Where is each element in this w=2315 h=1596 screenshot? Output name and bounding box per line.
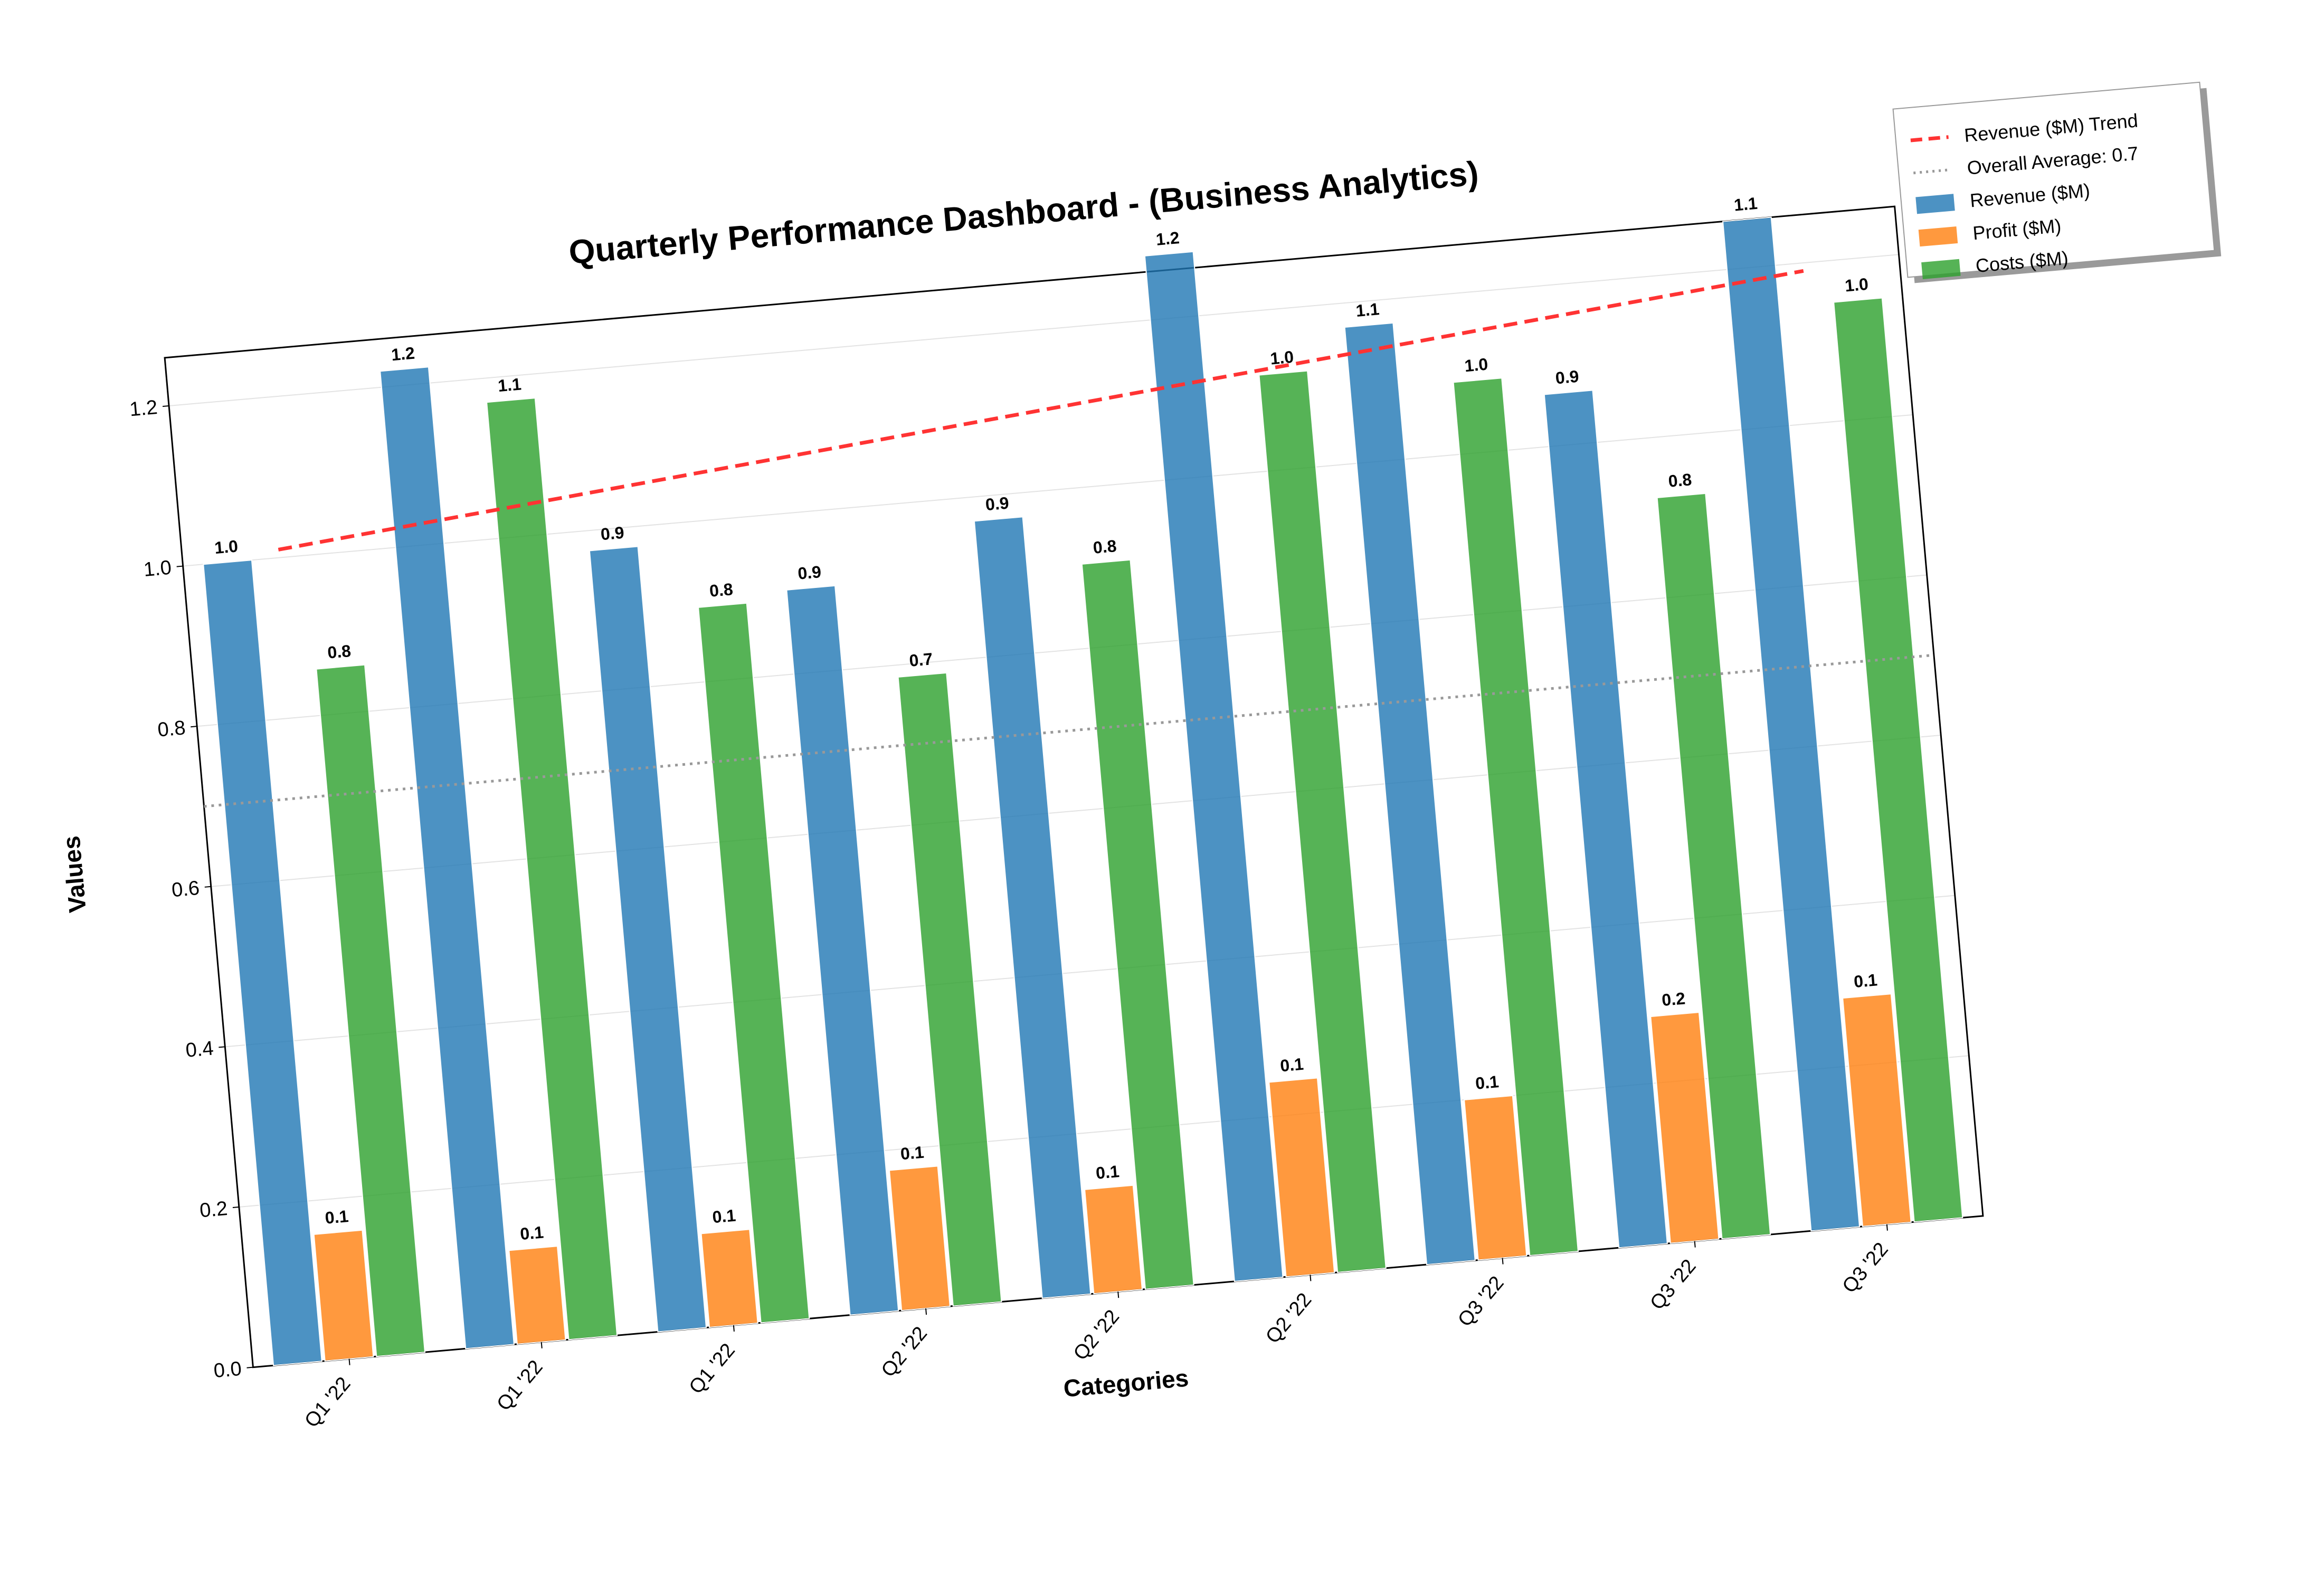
bar-value-label: 1.1 <box>497 374 522 395</box>
bar-value-label: 1.0 <box>214 536 239 557</box>
chart-title: Quarterly Performance Dashboard - (Busin… <box>567 154 1480 271</box>
bar-costs <box>1656 492 1771 1240</box>
legend-swatch <box>1921 259 1961 279</box>
bar-value-label: 0.9 <box>1554 367 1579 388</box>
bar-profit <box>313 1229 374 1362</box>
x-tick-label: Q3 '22 <box>1838 1238 1893 1297</box>
bar-value-label: 0.1 <box>900 1143 925 1164</box>
bar-value-label: 0.8 <box>1667 470 1692 491</box>
bar-value-label: 1.1 <box>1733 194 1758 215</box>
x-tick-label: Q3 '22 <box>1646 1255 1700 1314</box>
bar-profit <box>888 1165 951 1312</box>
x-tick-label: Q2 '22 <box>1261 1289 1316 1348</box>
y-tick-label: 1.2 <box>129 396 158 421</box>
x-tick-mark <box>1310 1275 1312 1281</box>
y-tick-label: 0.2 <box>199 1198 229 1222</box>
bar-revenue <box>1144 251 1284 1282</box>
y-tick-label: 0.4 <box>185 1037 214 1061</box>
bar-value-label: 0.1 <box>711 1206 736 1227</box>
bar-revenue <box>589 546 707 1333</box>
x-tick-label: Q1 '22 <box>300 1373 355 1432</box>
revenue-trend-line <box>278 269 1804 552</box>
x-tick-label: Q2 '22 <box>877 1323 932 1382</box>
x-tick-label: Q2 '22 <box>1069 1306 1124 1365</box>
grid-line <box>225 895 1955 1048</box>
grid-line <box>183 414 1913 567</box>
bar-revenue <box>203 559 322 1366</box>
x-tick-mark <box>348 1358 350 1365</box>
legend-swatch <box>1918 226 1958 247</box>
bar-value-label: 0.9 <box>797 562 822 583</box>
value-labels-layer: 1.0 0.1 0.8 1.2 0.1 1.1 0.9 0.1 0.8 0.9 0.1 0.7 0.9 0… <box>214 194 1878 1243</box>
bar-costs <box>1833 297 1963 1223</box>
bar-value-label: 0.9 <box>600 523 624 544</box>
bar-value-label: 0.1 <box>324 1206 349 1228</box>
x-tick-label: Q1 '22 <box>685 1340 739 1399</box>
bar-value-label: 0.1 <box>519 1222 544 1243</box>
y-tick-label: 0.6 <box>170 877 200 901</box>
x-tick-label: Q3 '22 <box>1454 1272 1508 1331</box>
bar-value-label: 1.2 <box>1155 228 1180 249</box>
y-tick-mark <box>191 726 197 728</box>
bar-value-label: 0.7 <box>908 649 933 670</box>
bar-revenue <box>1344 322 1476 1266</box>
bar-costs <box>1453 377 1579 1257</box>
grid-line <box>197 574 1927 727</box>
bar-costs <box>316 664 426 1357</box>
overall-average-line <box>204 653 1934 808</box>
bar-costs <box>1081 559 1194 1290</box>
y-tick-label: 0.0 <box>213 1358 242 1382</box>
y-tick-label: 1.0 <box>143 557 172 581</box>
bar-revenue <box>1543 390 1668 1249</box>
bar-costs <box>1258 370 1387 1273</box>
y-axis-ticks: 0.0 0.2 0.4 0.6 0.8 1.0 1.2 <box>129 396 253 1382</box>
bar-revenue <box>1722 216 1861 1232</box>
legend-swatch <box>1915 194 1955 214</box>
x-tick-label: Q1 '22 <box>492 1356 547 1415</box>
bar-value-label: 0.1 <box>1095 1162 1120 1183</box>
grid-line <box>168 254 1899 406</box>
bar-revenue <box>973 516 1092 1299</box>
y-tick-label: 0.8 <box>157 717 186 741</box>
bar-value-label: 1.0 <box>1464 355 1488 376</box>
bar-value-label: 0.2 <box>1661 989 1686 1010</box>
legend-box <box>1892 81 2215 278</box>
grid-line <box>211 735 1941 887</box>
bar-costs <box>697 602 810 1324</box>
legend-trend-handle <box>1910 135 1949 142</box>
bar-value-label: 0.9 <box>984 493 1009 515</box>
x-axis-title: Categories <box>1062 1364 1190 1402</box>
bar-value-label: 0.8 <box>709 580 734 601</box>
bar-costs <box>897 672 1002 1307</box>
bar-value-label: 1.2 <box>391 344 415 365</box>
bar-value-label: 1.0 <box>1269 347 1294 368</box>
bar-revenue <box>786 585 899 1316</box>
y-tick-mark <box>246 1366 253 1369</box>
bar-value-label: 0.1 <box>1279 1054 1304 1076</box>
legend-average-handle <box>1913 168 1952 175</box>
bar-value-label: 0.1 <box>1853 970 1878 991</box>
bar-profit <box>1084 1184 1143 1295</box>
bars-layer <box>203 216 1963 1366</box>
bar-profit <box>700 1229 758 1328</box>
bar-value-label: 0.8 <box>327 641 352 662</box>
y-axis-title: Values <box>57 835 91 914</box>
bar-value-label: 0.8 <box>1092 536 1117 557</box>
bar-profit <box>1464 1095 1527 1261</box>
bar-revenue <box>379 366 515 1350</box>
lines-layer <box>204 269 1934 808</box>
bar-value-label: 0.1 <box>1475 1072 1500 1093</box>
bar-value-label: 1.1 <box>1355 299 1380 320</box>
bar-value-label: 1.0 <box>1844 274 1869 296</box>
bar-profit <box>508 1246 566 1345</box>
bar-costs <box>486 397 618 1341</box>
rotated-chart: 1.0 0.1 0.8 1.2 0.1 1.1 0.9 0.1 0.8 0.9 0.1 0.7 0.9 0… <box>57 154 1984 1432</box>
y-tick-mark <box>176 565 183 567</box>
y-tick-mark <box>232 1206 239 1209</box>
